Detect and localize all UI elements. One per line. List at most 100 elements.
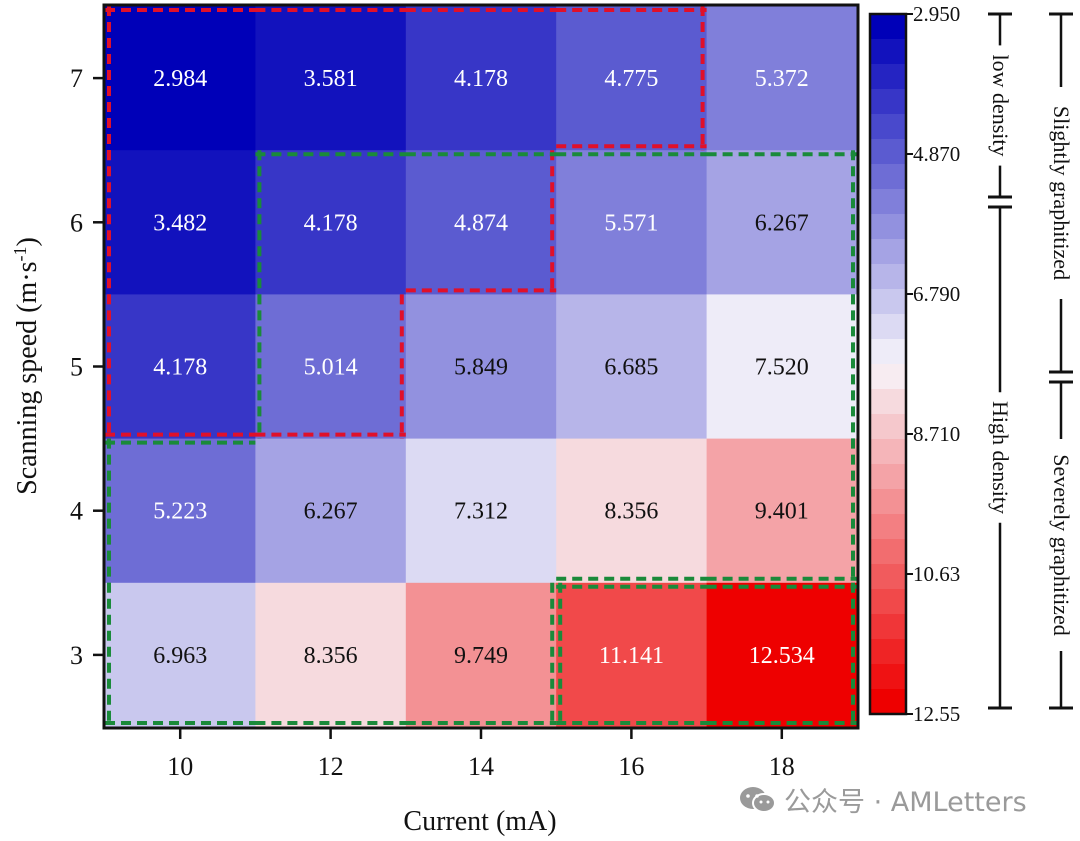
heatmap-cell-r3-c0 [105,438,256,584]
colorbar-tick-label-5: 12.55 [913,702,960,726]
cell-value-label-r2-c0: 4.178 [153,355,207,381]
colorbar-level-21 [870,539,906,565]
x-tick-label-16: 16 [618,752,644,781]
heatmap-cell-r4-c1 [255,582,407,728]
y-axis-title: Scanning speed (m·s-1) [10,237,43,495]
bracket-severely-graphitized-label: Severely graphitized [1049,454,1074,635]
heatmap-cell-r2-c3 [556,294,708,440]
heatmap-cell-r4-c4 [706,582,858,728]
y-axis-ticks: 7 6 5 4 3 [70,64,105,670]
colorbar-level-11 [870,289,906,315]
colorbar-level-8 [870,214,906,240]
cell-value-label-r3-c4: 9.401 [755,499,809,525]
cell-value-label-r0-c3: 4.775 [604,66,658,92]
colorbar [868,12,908,716]
watermark-text: 公众号 · AMLetters [784,787,1027,818]
y-axis-title-close: ) [12,237,43,246]
cell-value-label-r4-c0: 6.963 [153,643,207,669]
colorbar-level-3 [870,89,906,115]
colorbar-level-1 [870,39,906,65]
heatmap-cell-r4-c2 [405,582,557,728]
colorbar-tick-label-3: 8.710 [913,422,960,446]
colorbar-ticks: 2.950 4.870 6.790 8.710 10.63 12.55 [906,2,960,726]
colorbar-level-25 [870,639,906,665]
watermark: 公众号 · AMLetters [738,780,1027,819]
heatmap-cell-r2-c4 [706,294,858,440]
cell-value-label-r2-c1: 5.014 [304,355,358,381]
x-axis-ticks: 10 12 14 16 18 [167,727,795,781]
heatmap-cell-r0-c0 [105,6,256,151]
colorbar-level-13 [870,339,906,365]
colorbar-level-17 [870,439,906,465]
heatmap-cells [105,6,858,728]
heatmap-cell-r3-c3 [556,438,708,584]
heatmap-cell-r3-c2 [405,438,557,584]
colorbar-level-0 [870,14,906,40]
heatmap-cell-r2-c1 [255,294,407,440]
colorbar-level-26 [870,664,906,690]
colorbar-level-4 [870,114,906,140]
cell-value-label-r0-c0: 2.984 [153,66,207,92]
colorbar-level-20 [870,514,906,540]
heatmap-cell-r1-c2 [405,150,557,295]
heatmap-cell-r2-c2 [405,294,557,440]
bracket-low-density: low density [988,12,1013,199]
cell-value-label-r4-c1: 8.356 [304,643,358,669]
bracket-slightly-graphitized: Slightly graphitized [1049,12,1074,374]
colorbar-tick-label-4: 10.63 [913,562,960,586]
cell-value-label-r1-c1: 4.178 [304,210,358,236]
heatmap-cell-r1-c0 [105,150,256,295]
cell-value-label-r1-c3: 5.571 [604,210,658,236]
cell-value-label-r3-c0: 5.223 [153,499,207,525]
dashed-regions [105,6,857,727]
annotation-brackets: low density High density Slightly graphiti… [988,12,1074,710]
bracket-low-density-label: low density [988,54,1013,156]
colorbar-level-18 [870,464,906,490]
heatmap-cell-r1-c1 [255,150,407,295]
wechat-icon [738,785,778,815]
cell-value-label-r1-c4: 6.267 [755,210,809,236]
heatmap-cell-labels: 2.984 3.581 4.178 4.775 5.372 3.482 4.178 4.874… [153,66,815,669]
cell-value-label-r0-c2: 4.178 [454,66,508,92]
heatmap-cell-r2-c0 [105,294,256,440]
cell-value-label-r3-c1: 6.267 [304,499,358,525]
colorbar-level-23 [870,589,906,615]
y-tick-label-4: 4 [70,497,83,526]
colorbar-level-27 [870,689,906,715]
colorbar-level-19 [870,489,906,515]
x-tick-label-12: 12 [318,752,344,781]
x-axis-title: Current (mA) [403,806,556,837]
heatmap-cell-r4-c3 [556,582,708,728]
y-axis-title-main: Scanning speed (m·s [12,262,43,495]
y-tick-label-3: 3 [70,641,83,670]
y-axis-title-sup: -1 [10,247,30,262]
colorbar-level-22 [870,564,906,590]
colorbar-level-16 [870,414,906,440]
cell-value-label-r2-c3: 6.685 [604,355,658,381]
high-density-region-right [556,582,857,727]
cell-value-label-r4-c2: 9.749 [454,643,508,669]
y-tick-label-5: 5 [70,353,83,382]
bracket-slightly-graphitized-label: Slightly graphitized [1049,106,1074,280]
heatmap-cell-r3-c4 [706,438,858,584]
x-tick-label-18: 18 [769,752,795,781]
x-tick-label-10: 10 [167,752,193,781]
cell-value-label-r4-c3: 11.141 [599,643,664,669]
cell-value-label-r3-c3: 8.356 [604,499,658,525]
colorbar-tick-label-0: 2.950 [913,2,960,26]
heatmap-cell-r0-c1 [255,6,407,151]
heatmap-cell-r3-c1 [255,438,407,584]
heatmap-cell-r0-c3 [556,6,708,151]
low-density-region [105,6,707,439]
heatmap-cell-r1-c3 [556,150,708,295]
colorbar-level-12 [870,314,906,340]
x-tick-label-14: 14 [468,752,494,781]
cell-value-label-r2-c4: 7.520 [755,355,809,381]
colorbar-frame [868,12,908,716]
heatmap-cell-r0-c4 [706,6,858,151]
heatmap-cell-r1-c4 [706,150,858,295]
y-tick-label-7: 7 [70,64,83,93]
colorbar-level-10 [870,264,906,290]
colorbar-level-24 [870,614,906,640]
